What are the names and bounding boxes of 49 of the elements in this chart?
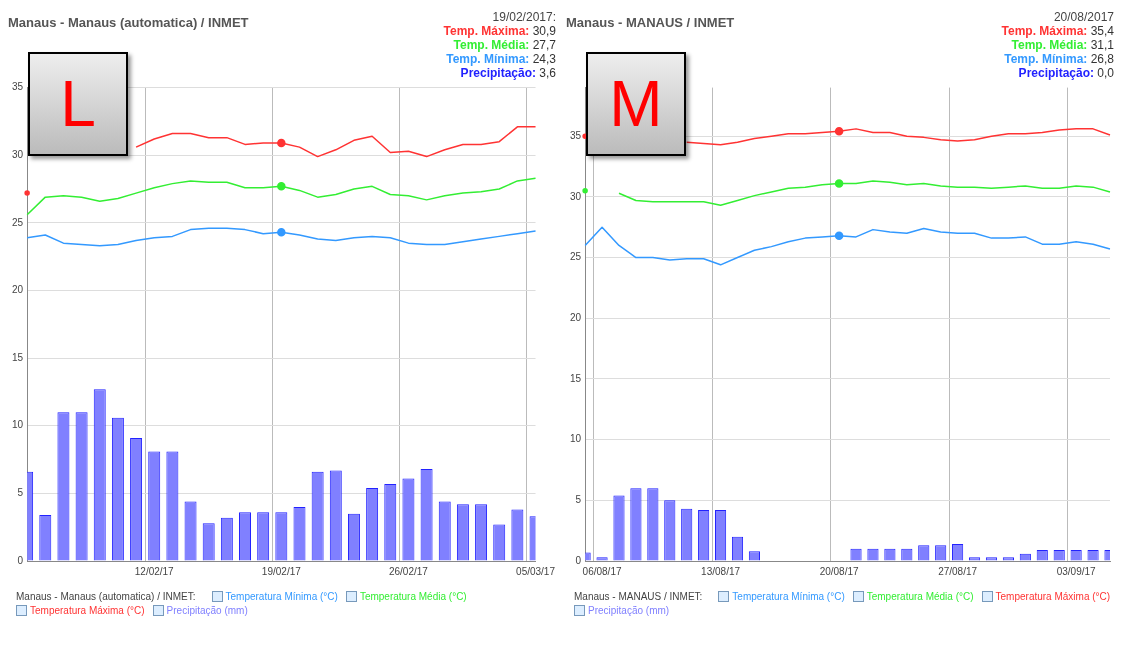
x-tick-label: 20/08/17 — [819, 565, 859, 577]
x-tick-label: 06/08/17 — [582, 565, 622, 577]
text: Temperatura Mínima (°C) — [225, 591, 338, 602]
y-tick-label: 0 — [575, 554, 582, 566]
text: Temp. Mínima: 24,3 — [446, 52, 557, 67]
text: Temp. Média: 27,7 — [453, 38, 557, 53]
text: Temperatura Média (°C) — [866, 591, 974, 602]
y-tick-label: 5 — [17, 487, 24, 499]
text: Temp. Máxima: 35,4 — [1001, 24, 1115, 39]
x-tick-label: 12/02/17 — [134, 565, 175, 577]
x-tick-label: 27/08/17 — [938, 565, 978, 577]
legend-title: Manaus - MANAUS / INMET: — [574, 591, 703, 602]
text: Temperatura Máxima (°C) — [995, 591, 1111, 602]
y-tick-label: 20 — [12, 284, 24, 296]
y-tick-label: 10 — [12, 419, 24, 431]
x-tick-label: 05/03/17 — [516, 565, 556, 577]
legend-title: Manaus - Manaus (automatica) / INMET: — [16, 591, 196, 602]
text: 19/02/2017: — [492, 10, 556, 25]
y-tick-label: 0 — [17, 554, 24, 566]
y-tick-label: 5 — [575, 494, 582, 506]
annotation: L — [28, 52, 128, 156]
x-tick-label: 03/09/17 — [1056, 565, 1097, 577]
chart-title: Manaus - Manaus (automatica) / INMET — [8, 15, 249, 31]
text: Temp. Média: 31,1 — [1011, 38, 1115, 53]
text: Temperatura Máxima (°C) — [30, 605, 145, 616]
text: Temp. Mínima: 26,8 — [1004, 52, 1115, 67]
y-tick-label: 20 — [570, 311, 582, 323]
y-tick-label: 35 — [12, 81, 24, 93]
text: Precipitação: 0,0 — [1018, 66, 1115, 81]
text: Temperatura Média (°C) — [359, 591, 467, 602]
y-tick-label: 30 — [570, 190, 582, 202]
chart-title: Manaus - MANAUS / INMET — [566, 15, 735, 31]
y-tick-label: 30 — [12, 148, 24, 160]
y-tick-label: 15 — [570, 372, 582, 384]
y-tick-label: 25 — [570, 251, 582, 263]
text: Precipitação (mm) — [166, 605, 248, 616]
text: Precipitação: 3,6 — [460, 66, 557, 81]
x-tick-label: 26/02/17 — [388, 565, 429, 577]
annotation: M — [586, 52, 686, 156]
x-tick-label: 13/08/17 — [701, 565, 741, 577]
text: Precipitação (mm) — [588, 605, 670, 616]
x-tick-label: 19/02/17 — [261, 565, 302, 577]
y-tick-label: 10 — [570, 433, 582, 445]
y-tick-label: 15 — [12, 351, 24, 363]
text: 20/08/2017 — [1053, 10, 1115, 25]
text: Temperatura Mínima (°C) — [732, 591, 845, 602]
y-tick-label: 25 — [12, 216, 24, 228]
text: Temp. Máxima: 30,9 — [443, 24, 557, 39]
y-tick-label: 35 — [570, 129, 582, 141]
